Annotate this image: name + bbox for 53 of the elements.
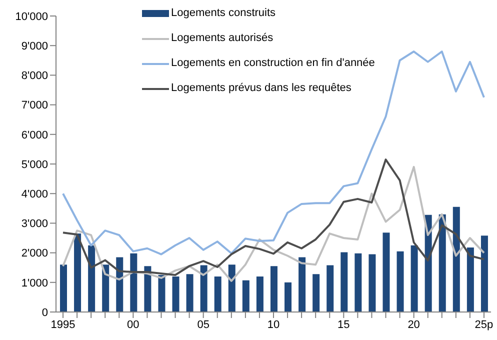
bar [452,206,460,312]
bar [410,245,418,312]
bar [466,247,474,312]
legend-label: Logements prévus dans les requêtes [171,81,352,96]
y-tick-label: 9'000 [21,40,48,53]
line-series [62,50,485,256]
bar [242,280,250,312]
y-tick-label: 6'000 [21,129,48,142]
bar [74,234,82,312]
legend-label: Logements construits [171,6,276,21]
x-tick-label: 25p [474,318,494,331]
bar [368,254,376,312]
bar [340,252,348,312]
y-tick-label: 2'000 [21,248,48,260]
bar [88,245,96,312]
bar [396,251,404,312]
y-tick-label: 7'000 [21,100,48,112]
y-tick-label: 0 [42,306,48,319]
bar [298,257,306,312]
bar [312,274,320,312]
y-tick-label: 5'000 [21,158,48,171]
bar [382,232,390,312]
y-tick-label: 8'000 [21,70,48,82]
bar [354,253,362,312]
y-tick-label: 10'000 [15,10,48,23]
bar [102,264,110,312]
x-tick-label: 1995 [50,318,76,331]
x-tick-label: 15 [338,318,350,331]
x-tick-label: 05 [197,318,210,331]
bar [480,236,488,312]
x-tick-label: 20 [408,318,420,331]
bar [186,274,194,312]
bar [284,282,292,312]
y-tick-label: 4'000 [21,188,48,201]
x-tick-label: 00 [127,318,140,331]
bar [172,276,180,312]
bar [214,276,222,312]
bar [438,214,446,312]
bar [200,265,208,312]
bar [144,266,152,312]
x-tick-label: 10 [267,318,280,331]
y-tick-label: 3'000 [21,218,48,230]
bar [228,264,236,312]
bar [256,276,264,312]
bar [326,265,334,312]
legend-label: Logements autorisés [171,31,274,46]
bar [60,264,67,312]
bar [130,253,138,312]
legend-label: Logements en construction en fin d'année [171,56,375,71]
bar [270,266,278,312]
bar [158,275,166,312]
bar [116,257,124,312]
y-tick-label: 1'000 [21,277,48,290]
